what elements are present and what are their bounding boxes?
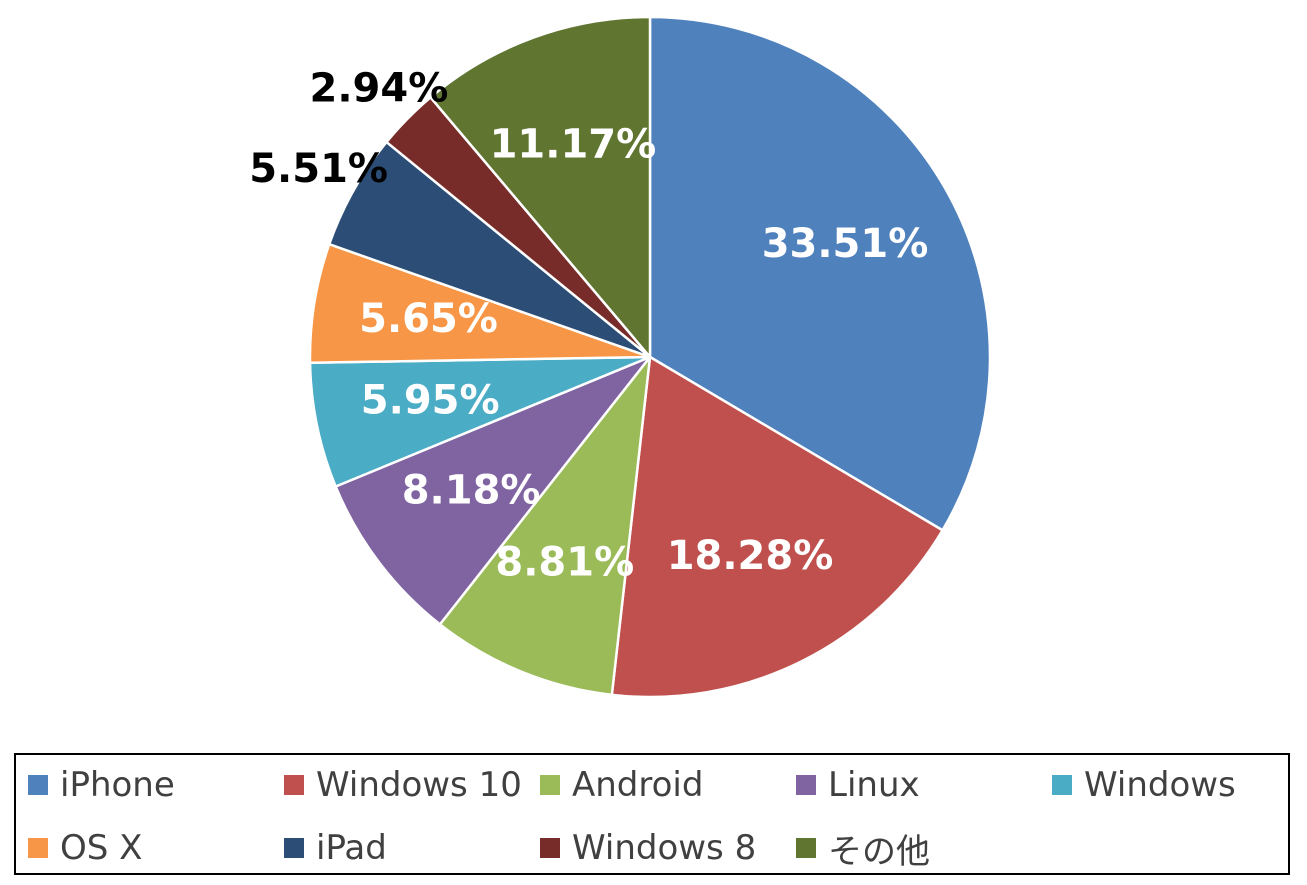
legend-label-0: iPhone [60, 765, 175, 805]
pie-slice-1 [610, 355, 944, 699]
legend-item-0: iPhone [28, 765, 175, 805]
pie-slice-2 [438, 355, 652, 697]
legend-label-5: OS X [60, 828, 143, 868]
legend-item-7: Windows 8 [540, 828, 756, 868]
pie-slice-label-1: 18.28% [667, 533, 834, 579]
legend-item-5: OS X [28, 828, 142, 868]
pie-slice-label-8: 11.17% [490, 121, 657, 167]
pie-chart-svg: 33.51% 18.28% 8.81% 8.18% 5.95% 5.65% 5.51% 2.9… [249, 15, 992, 699]
pie-slice-label-3: 8.18% [402, 467, 541, 513]
legend-item-3: Linux [796, 765, 920, 805]
pie-slice-label-4: 5.95% [361, 377, 500, 423]
legend-swatch-4 [1052, 775, 1072, 795]
chart-legend: iPhone Windows 10 Android Linux Windows OS X i… [14, 753, 1290, 875]
pie-slice-label-7: 2.94% [310, 66, 449, 112]
pie-slice-label-5: 5.65% [359, 296, 498, 342]
pie-slice-label-2: 8.81% [495, 540, 634, 586]
legend-label-4: Windows [1084, 765, 1236, 805]
legend-label-1: Windows 10 [316, 765, 522, 805]
legend-swatch-2 [540, 775, 560, 795]
legend-item-6: iPad [284, 828, 387, 868]
legend-item-8: その他 [796, 828, 930, 872]
pie-slice-8 [429, 15, 652, 359]
legend-label-2: Android [572, 765, 704, 805]
pie-slice-0 [648, 15, 992, 532]
pie-slice-label-6: 5.51% [249, 146, 388, 192]
legend-swatch-7 [540, 838, 560, 858]
legend-item-1: Windows 10 [284, 765, 522, 805]
legend-swatch-1 [284, 775, 304, 795]
legend-swatch-6 [284, 838, 304, 858]
legend-label-6: iPad [316, 828, 387, 868]
legend-item-2: Android [540, 765, 703, 805]
legend-label-3: Linux [828, 765, 920, 805]
pie-slice-4 [308, 355, 652, 488]
legend-item-4: Windows [1052, 765, 1236, 805]
legend-swatch-8 [796, 838, 816, 858]
legend-swatch-5 [28, 838, 48, 858]
pie-slice-3 [334, 355, 652, 626]
legend-label-8: その他 [828, 831, 930, 872]
legend-swatch-3 [796, 775, 816, 795]
pie-slice-label-0: 33.51% [762, 221, 929, 267]
legend-label-7: Windows 8 [572, 828, 757, 868]
legend-swatch-0 [28, 775, 48, 795]
